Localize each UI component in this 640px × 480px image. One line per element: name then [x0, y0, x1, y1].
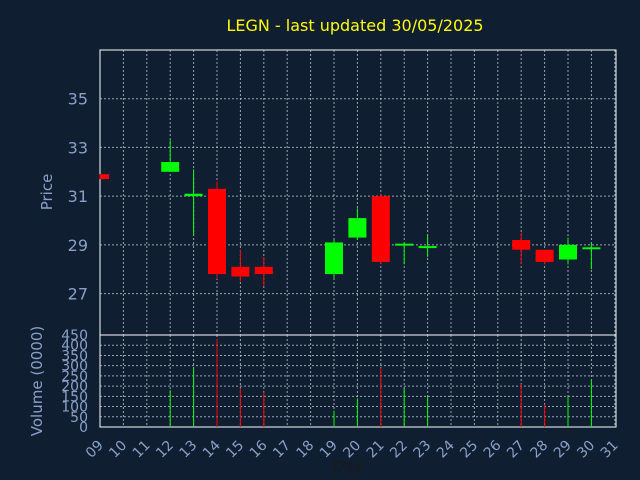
- candle-body: [418, 246, 437, 249]
- x-axis-label: Day: [333, 457, 363, 475]
- volume-tick-label: 50: [70, 410, 88, 426]
- volume-tick-label: 400: [61, 338, 88, 354]
- candle-body: [512, 240, 531, 250]
- day-tick-label: 29: [551, 438, 575, 462]
- candle-body: [208, 188, 226, 275]
- candle-body: [161, 162, 180, 172]
- day-tick-label: 13: [177, 438, 201, 462]
- candles-layer: [99, 140, 601, 287]
- day-tick-label: 22: [387, 438, 411, 462]
- volume-tick-label: 450: [61, 328, 88, 344]
- volume-tick-label: 350: [61, 348, 88, 364]
- day-tick-label: 31: [598, 438, 622, 462]
- volume-axis-label: Volume (0000): [28, 326, 46, 436]
- candle-body: [582, 247, 601, 250]
- candle-body: [395, 243, 414, 246]
- price-tick-label: 29: [68, 236, 88, 255]
- day-tick-label: 23: [411, 438, 435, 462]
- volume-tick-label: 200: [61, 379, 88, 395]
- candle-body: [559, 244, 577, 260]
- vertical-grid: [122, 50, 616, 427]
- day-tick-label: 14: [200, 437, 224, 461]
- volume-tick-label: 0: [79, 420, 88, 436]
- price-grid: [100, 98, 616, 295]
- volume-grid: [100, 344, 616, 418]
- day-tick-label: 18: [294, 438, 318, 462]
- candle-body: [535, 249, 554, 262]
- candle-body: [371, 196, 390, 262]
- candle-body: [254, 266, 273, 275]
- day-tick-label: 10: [106, 438, 130, 462]
- volume-tick-label: 300: [61, 359, 88, 375]
- candle-body: [100, 174, 109, 180]
- day-tick-label: 11: [130, 438, 154, 462]
- chart-title: LEGN - last updated 30/05/2025: [226, 16, 483, 35]
- day-tick-label: 25: [457, 438, 481, 462]
- price-tick-label: 35: [68, 90, 88, 109]
- day-tick-label: 27: [504, 438, 528, 462]
- candle-body: [348, 218, 367, 238]
- day-tick-label: 12: [153, 438, 177, 462]
- price-tick-labels: 27 29 31 33 35: [68, 90, 88, 304]
- volume-tick-label: 250: [61, 369, 88, 385]
- price-tick-label: 31: [68, 187, 88, 206]
- day-tick-label: 16: [247, 437, 271, 461]
- day-tick-label: 17: [270, 438, 294, 462]
- price-tick-label: 27: [68, 285, 88, 304]
- candle-body: [184, 193, 203, 197]
- day-tick-label: 24: [434, 437, 458, 461]
- day-tick-label: 30: [574, 438, 598, 462]
- day-tick-label: 26: [481, 437, 505, 461]
- volume-tick-label: 150: [61, 389, 88, 405]
- volume-panel-frame: [99, 334, 617, 428]
- volume-tick-label: 100: [61, 400, 88, 416]
- day-tick-label: 21: [364, 438, 388, 462]
- day-tick-label: 15: [223, 438, 247, 462]
- price-tick-label: 33: [68, 138, 88, 157]
- price-panel-frame: [99, 49, 617, 336]
- day-tick-label: 09: [83, 438, 107, 462]
- day-tick-label: 28: [528, 438, 552, 462]
- volume-bars-layer: [169, 339, 592, 427]
- candle-body: [325, 242, 343, 275]
- price-axis-label: Price: [38, 174, 56, 211]
- candle-body: [231, 266, 250, 277]
